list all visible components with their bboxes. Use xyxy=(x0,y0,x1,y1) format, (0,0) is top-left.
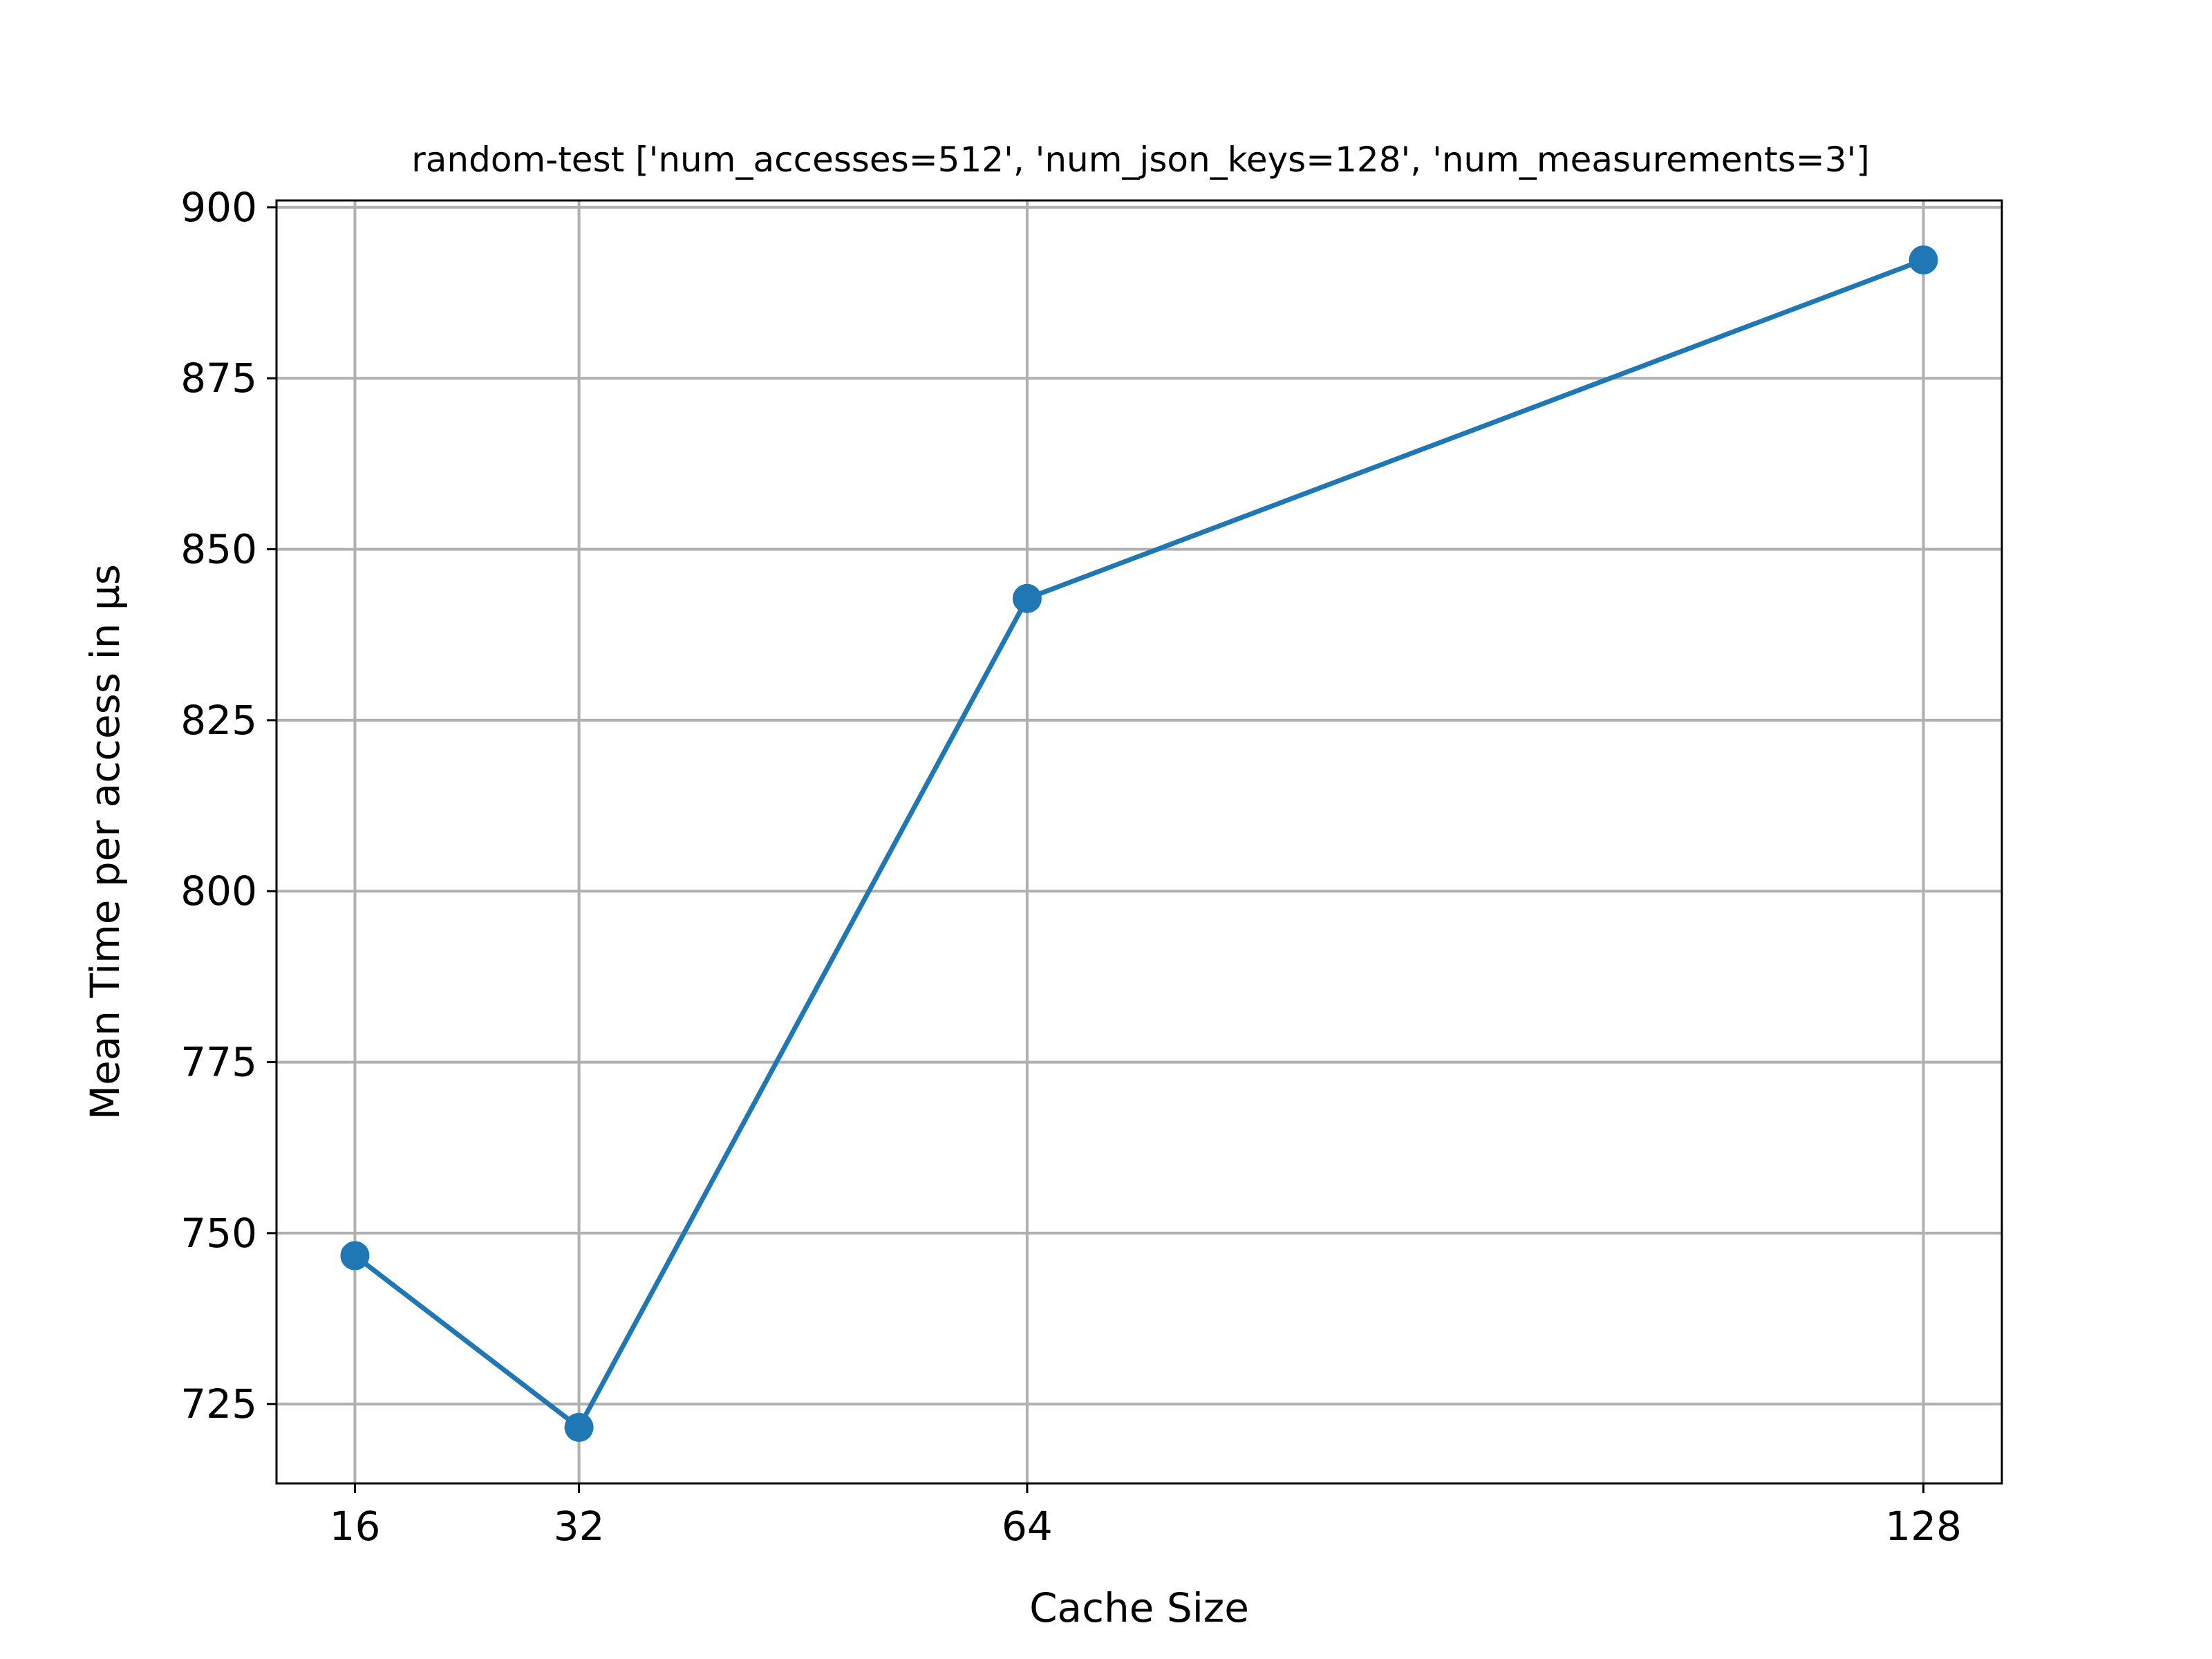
y-tick-label: 725 xyxy=(180,1380,257,1427)
x-axis-label: Cache Size xyxy=(1029,1584,1249,1631)
grid xyxy=(276,200,2002,1483)
plot-frame xyxy=(275,199,2003,1485)
y-tick-label: 875 xyxy=(180,355,257,402)
x-tick-label: 32 xyxy=(554,1503,605,1550)
x-tick-label: 16 xyxy=(330,1503,381,1550)
y-tick-label: 900 xyxy=(180,184,257,231)
y-tick-label: 775 xyxy=(180,1039,257,1086)
data-point xyxy=(564,1412,594,1442)
y-tick-label: 825 xyxy=(180,697,257,744)
x-tick-label: 128 xyxy=(1885,1503,1962,1550)
x-tick-label: 64 xyxy=(1002,1503,1053,1550)
y-axis-label: Mean Time per access in µs xyxy=(82,564,129,1120)
chart-title: random-test ['num_accesses=512', 'num_js… xyxy=(411,140,1870,180)
data-point xyxy=(1012,583,1042,613)
y-axis: 725 750 775 800 825 850 875 900 xyxy=(180,184,276,1427)
series-line xyxy=(352,257,1927,1430)
y-tick-label: 750 xyxy=(180,1210,257,1257)
y-tick-label: 800 xyxy=(180,868,257,915)
y-tick-label: 850 xyxy=(180,526,257,573)
x-axis: 16 32 64 128 xyxy=(330,1483,1962,1550)
series-layer xyxy=(340,245,1938,1442)
data-point xyxy=(340,1241,370,1271)
data-point xyxy=(1909,245,1938,275)
